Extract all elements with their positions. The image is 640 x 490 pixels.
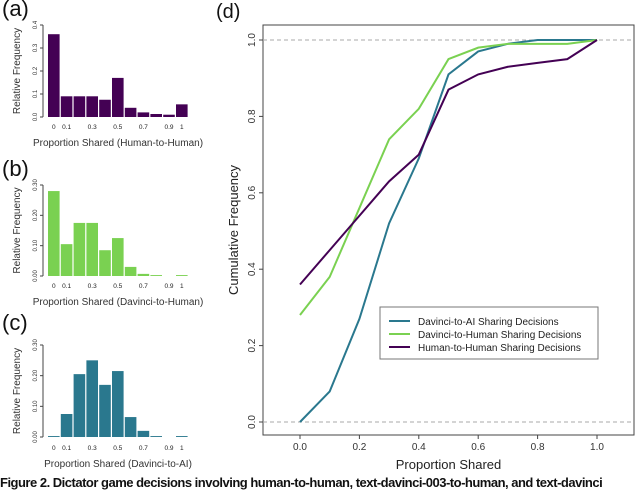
histogram-bar: [48, 436, 60, 437]
histogram-bar: [163, 114, 175, 117]
histogram-bar: [73, 222, 86, 276]
histogram-bar: [99, 250, 111, 276]
y-tick-label: 0.4: [33, 20, 39, 29]
histogram-bar: [150, 114, 162, 117]
histogram-bar: [86, 360, 98, 437]
x-tick-label: 0.5: [113, 445, 122, 452]
histogram-bar: [124, 417, 137, 437]
histogram-bar: [137, 273, 150, 276]
panel-label: (b): [2, 156, 29, 181]
y-tick-label: 0.6: [247, 185, 258, 199]
histogram-bar: [137, 112, 150, 117]
x-tick-label: 0: [52, 445, 56, 452]
histogram-bar: [124, 266, 137, 276]
legend-entry: Davinci-to-AI Sharing Decisions: [418, 317, 559, 328]
y-tick-label: 0.0: [247, 415, 258, 429]
histogram-bar: [137, 430, 150, 437]
histogram-bar: [150, 275, 162, 276]
x-tick-label: 0.9: [164, 283, 173, 290]
histogram-bar: [86, 222, 98, 276]
y-tick-label: 0.1: [33, 89, 39, 98]
histogram-bar: [112, 371, 124, 437]
histogram-bar: [150, 436, 162, 437]
x-tick-label: 0.8: [531, 442, 545, 453]
y-axis-label: Cumulative Frequency: [226, 164, 241, 295]
y-tick-label: 0.2: [33, 66, 39, 75]
histogram-bar: [48, 34, 60, 118]
histogram-bar: [124, 107, 137, 117]
x-tick-label: 0: [52, 283, 56, 290]
figure-caption: Figure 2. Dictator game decisions involv…: [0, 475, 603, 490]
y-tick-label: 0.30: [33, 179, 39, 191]
x-tick-label: 0.7: [139, 283, 148, 290]
y-tick-label: 0.20: [33, 209, 39, 221]
histogram-bar: [176, 275, 188, 276]
histogram-bar: [112, 77, 124, 117]
histogram-bar: [73, 374, 86, 437]
histogram-bar: [73, 96, 86, 117]
x-tick-label: 0.9: [164, 124, 173, 131]
x-axis-label: Proportion Shared (Davinci-to-Human): [33, 297, 204, 308]
x-tick-label: 1: [180, 124, 184, 131]
x-tick-label: 0.7: [139, 124, 148, 131]
y-axis-label: Relative Frequency: [12, 187, 23, 273]
histogram-bar: [48, 191, 60, 276]
x-tick-label: 0.1: [62, 445, 71, 452]
y-tick-label: 0.30: [33, 339, 39, 351]
x-tick-label: 0.3: [88, 124, 97, 131]
histogram-bar: [86, 96, 98, 117]
x-tick-label: 0.2: [352, 442, 366, 453]
histogram-bar: [176, 436, 188, 437]
y-tick-label: 0.10: [33, 239, 39, 251]
y-tick-label: 0.2: [247, 338, 258, 352]
x-tick-label: 0.9: [164, 445, 173, 452]
x-axis-label: Proportion Shared (Davinci-to-AI): [44, 459, 192, 470]
legend-entry: Human-to-Human Sharing Decisions: [418, 343, 581, 354]
x-tick-label: 0: [52, 124, 56, 131]
x-tick-label: 0.4: [412, 442, 426, 453]
x-axis-label: Proportion Shared (Human-to-Human): [33, 138, 203, 149]
x-tick-label: 0.3: [88, 283, 97, 290]
y-axis-label: Relative Frequency: [12, 348, 23, 434]
x-tick-label: 0.7: [139, 445, 148, 452]
x-tick-label: 1.0: [590, 442, 604, 453]
histogram-bar: [99, 384, 111, 437]
x-tick-label: 0.5: [113, 283, 122, 290]
y-tick-label: 0.20: [33, 369, 39, 381]
y-tick-label: 1.0: [247, 33, 258, 47]
x-tick-label: 0.1: [62, 283, 71, 290]
legend-box: [379, 306, 599, 360]
x-tick-label: 0.1: [62, 124, 71, 131]
y-tick-label: 0.8: [247, 109, 258, 123]
y-tick-label: 0.0: [33, 112, 39, 121]
histogram-bar: [60, 414, 73, 437]
panel-label: (d): [216, 1, 240, 23]
x-tick-label: 0.5: [113, 124, 122, 131]
histogram-bar: [176, 104, 188, 117]
cdf-line: [299, 39, 597, 423]
y-axis-label: Relative Frequency: [12, 28, 23, 114]
cdf-line: [299, 39, 598, 286]
panel-label: (c): [2, 310, 28, 335]
plot-frame: [262, 24, 635, 436]
x-tick-label: 0.0: [293, 442, 307, 453]
x-tick-label: 1: [180, 445, 184, 452]
y-tick-label: 0.4: [247, 262, 258, 276]
x-tick-label: 0.3: [88, 445, 97, 452]
panel-label: (a): [2, 0, 29, 21]
cdf-line: [299, 39, 598, 316]
y-tick-label: 0.3: [33, 43, 39, 52]
histogram-bar: [99, 99, 111, 117]
x-tick-label: 0.6: [471, 442, 485, 453]
y-tick-label: 0.00: [33, 431, 39, 443]
legend-entry: Davinci-to-Human Sharing Decisions: [418, 330, 581, 341]
x-axis-label: Proportion Shared: [396, 457, 502, 472]
histogram-bar: [60, 244, 73, 276]
histogram-bar: [112, 238, 124, 276]
y-tick-label: 0.00: [33, 270, 39, 282]
y-tick-label: 0.10: [33, 400, 39, 412]
x-tick-label: 1: [180, 283, 184, 290]
histogram-bar: [60, 96, 73, 117]
